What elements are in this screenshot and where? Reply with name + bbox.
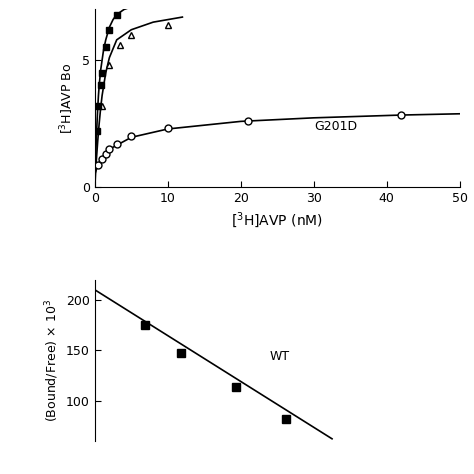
Text: G201D: G201D — [314, 120, 357, 133]
Y-axis label: [$^{3}$H]AVP Bo: [$^{3}$H]AVP Bo — [59, 63, 76, 134]
Text: WT: WT — [270, 350, 290, 363]
Y-axis label: (Bound/Free) × 10$^{3}$: (Bound/Free) × 10$^{3}$ — [43, 299, 61, 422]
X-axis label: [$^{3}$H]AVP (nM): [$^{3}$H]AVP (nM) — [231, 210, 323, 230]
